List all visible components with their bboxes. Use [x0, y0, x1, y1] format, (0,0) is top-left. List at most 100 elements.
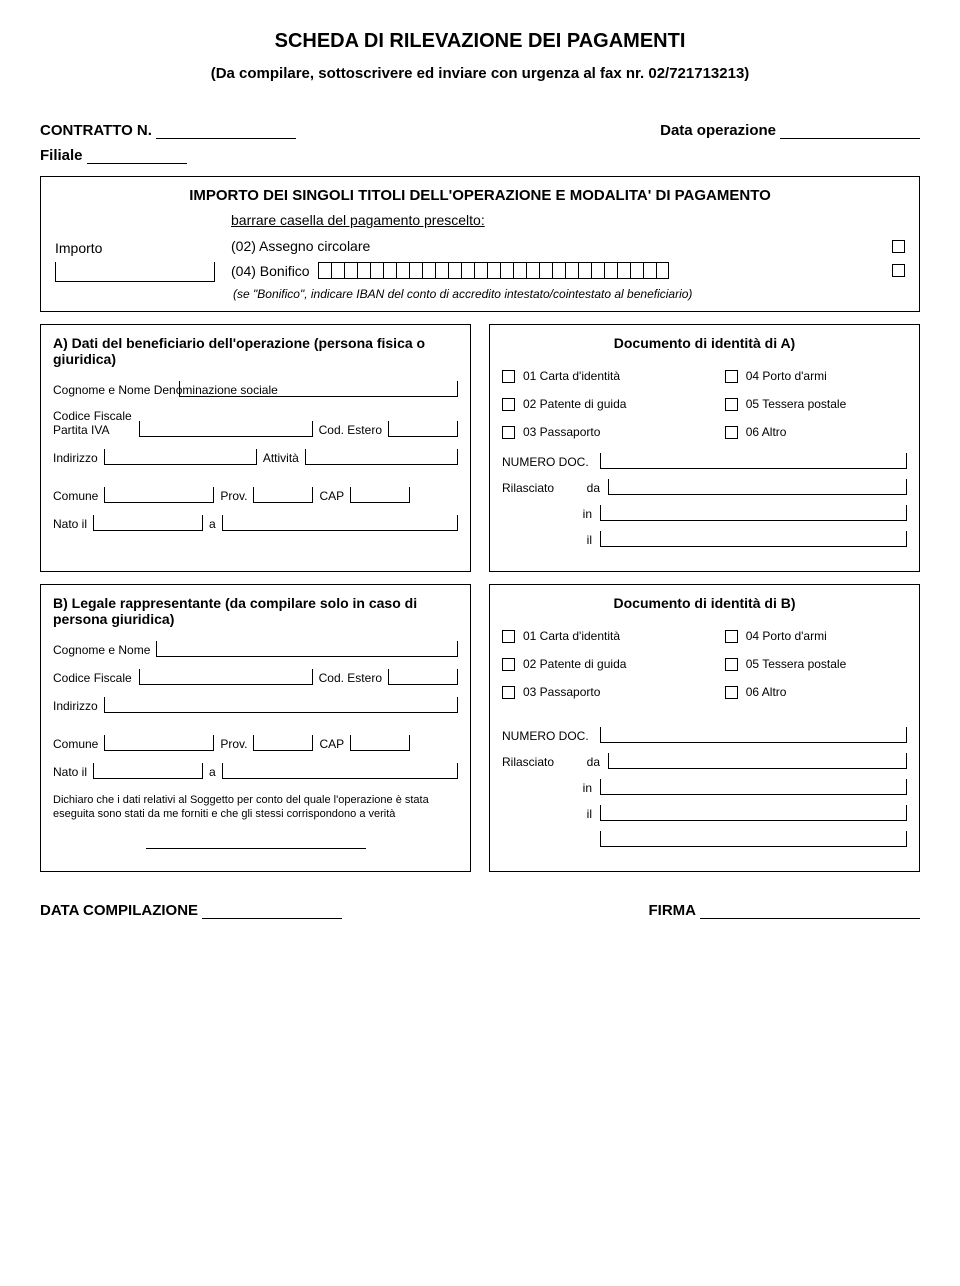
cf-a-label: Codice Fiscale [53, 409, 133, 423]
prov-b-field[interactable] [253, 735, 313, 751]
iban-grid[interactable] [318, 262, 669, 279]
cognome-a-label: Cognome e Nome Denominazione sociale [53, 383, 173, 397]
opt04-label: (04) Bonifico [231, 263, 310, 279]
doc-b-chk-02[interactable] [502, 658, 515, 671]
indirizzo-b-field[interactable] [104, 697, 458, 713]
doc-b-o2: 02 Patente di guida [523, 657, 626, 671]
doc-b-chk-01[interactable] [502, 630, 515, 643]
importo-field[interactable] [55, 262, 215, 282]
comune-b-label: Comune [53, 737, 98, 751]
doc-a-o3: 03 Passaporto [523, 425, 600, 439]
a-a-label: a [209, 517, 216, 531]
doc-a-o2: 02 Patente di guida [523, 397, 626, 411]
doc-a-chk-02[interactable] [502, 398, 515, 411]
doc-b-il-label: il [502, 807, 592, 821]
page-subtitle: (Da compilare, sottoscrivere ed inviare … [40, 65, 920, 82]
codestero-a-field[interactable] [388, 421, 458, 437]
doc-a-numero-field[interactable] [600, 453, 907, 469]
doc-b-o4: 04 Porto d'armi [746, 629, 827, 643]
doc-b-extra-field[interactable] [600, 831, 907, 847]
comune-b-field[interactable] [104, 735, 214, 751]
doc-a-in-label: in [502, 507, 592, 521]
doc-b-chk-03[interactable] [502, 686, 515, 699]
opt04-checkbox[interactable] [892, 264, 905, 277]
prov-b-label: Prov. [220, 737, 247, 751]
doc-a-chk-05[interactable] [725, 398, 738, 411]
section-a-box: A) Dati del beneficiario dell'operazione… [40, 324, 471, 572]
firma-label: FIRMA [649, 902, 697, 919]
doc-b-chk-06[interactable] [725, 686, 738, 699]
a-a-field[interactable] [222, 515, 458, 531]
doc-b-chk-04[interactable] [725, 630, 738, 643]
attivita-a-label: Attività [263, 451, 299, 465]
footer-row: DATA COMPILAZIONE FIRMA [40, 902, 920, 919]
piva-a-label: Partita IVA [53, 423, 133, 437]
cf-a-field[interactable] [139, 421, 313, 437]
declare-text: Dichiaro che i dati relativi al Soggetto… [53, 793, 458, 822]
doc-a-box: Documento di identità di A) 01 Carta d'i… [489, 324, 920, 572]
doc-b-in-field[interactable] [600, 779, 907, 795]
doc-b-in-label: in [502, 781, 592, 795]
doc-a-title: Documento di identità di A) [502, 335, 907, 351]
filiale-label: Filiale [40, 147, 83, 164]
doc-a-o1: 01 Carta d'identità [523, 369, 620, 383]
cf-b-field[interactable] [139, 669, 313, 685]
cognome-a-field[interactable] [179, 381, 458, 397]
doc-a-ril-label: Rilasciato [502, 481, 572, 495]
doc-a-da-field[interactable] [608, 479, 907, 495]
doc-a-chk-01[interactable] [502, 370, 515, 383]
cognome-b-field[interactable] [156, 641, 458, 657]
doc-a-chk-04[interactable] [725, 370, 738, 383]
nato-b-field[interactable] [93, 763, 203, 779]
prov-a-label: Prov. [220, 489, 247, 503]
cap-a-field[interactable] [350, 487, 410, 503]
signature-line-b[interactable] [146, 848, 366, 849]
nato-a-field[interactable] [93, 515, 203, 531]
cognome-b-label: Cognome e Nome [53, 643, 150, 657]
doc-b-o3: 03 Passaporto [523, 685, 600, 699]
codestero-b-field[interactable] [388, 669, 458, 685]
doc-a-chk-06[interactable] [725, 426, 738, 439]
doc-a-o4: 04 Porto d'armi [746, 369, 827, 383]
doc-b-chk-05[interactable] [725, 658, 738, 671]
opt02-checkbox[interactable] [892, 240, 905, 253]
indirizzo-b-label: Indirizzo [53, 699, 98, 713]
datacomp-label: DATA COMPILAZIONE [40, 902, 198, 919]
doc-b-ril-label: Rilasciato [502, 755, 572, 769]
doc-a-da-label: da [580, 481, 600, 495]
doc-a-il-field[interactable] [600, 531, 907, 547]
doc-b-numero-field[interactable] [600, 727, 907, 743]
section-b-box: B) Legale rappresentante (da compilare s… [40, 584, 471, 872]
doc-b-o5: 05 Tessera postale [746, 657, 847, 671]
doc-a-in-field[interactable] [600, 505, 907, 521]
contratto-label: CONTRATTO N. [40, 122, 152, 139]
attivita-a-field[interactable] [305, 449, 458, 465]
comune-a-label: Comune [53, 489, 98, 503]
codestero-b-label: Cod. Estero [319, 671, 382, 685]
doc-a-chk-03[interactable] [502, 426, 515, 439]
doc-b-o6: 06 Altro [746, 685, 787, 699]
section-a-title: A) Dati del beneficiario dell'operazione… [53, 335, 458, 367]
dataop-field[interactable] [780, 125, 920, 139]
contratto-field[interactable] [156, 125, 296, 139]
a-b-field[interactable] [222, 763, 458, 779]
opt02-label: (02) Assegno circolare [231, 238, 884, 254]
nato-b-label: Nato il [53, 765, 87, 779]
importo-label: Importo [55, 240, 215, 256]
indirizzo-a-field[interactable] [104, 449, 257, 465]
prov-a-field[interactable] [253, 487, 313, 503]
filiale-field[interactable] [87, 150, 187, 164]
doc-b-title: Documento di identità di B) [502, 595, 907, 611]
comune-a-field[interactable] [104, 487, 214, 503]
doc-b-il-field[interactable] [600, 805, 907, 821]
codestero-a-label: Cod. Estero [319, 423, 382, 437]
nato-a-label: Nato il [53, 517, 87, 531]
cap-b-field[interactable] [350, 735, 410, 751]
dataop-label: Data operazione [660, 122, 776, 139]
datacomp-field[interactable] [202, 905, 342, 919]
firma-field[interactable] [700, 905, 920, 919]
doc-b-o1: 01 Carta d'identità [523, 629, 620, 643]
doc-b-da-field[interactable] [608, 753, 907, 769]
doc-a-o6: 06 Altro [746, 425, 787, 439]
payment-box-title: IMPORTO DEI SINGOLI TITOLI DELL'OPERAZIO… [55, 187, 905, 204]
